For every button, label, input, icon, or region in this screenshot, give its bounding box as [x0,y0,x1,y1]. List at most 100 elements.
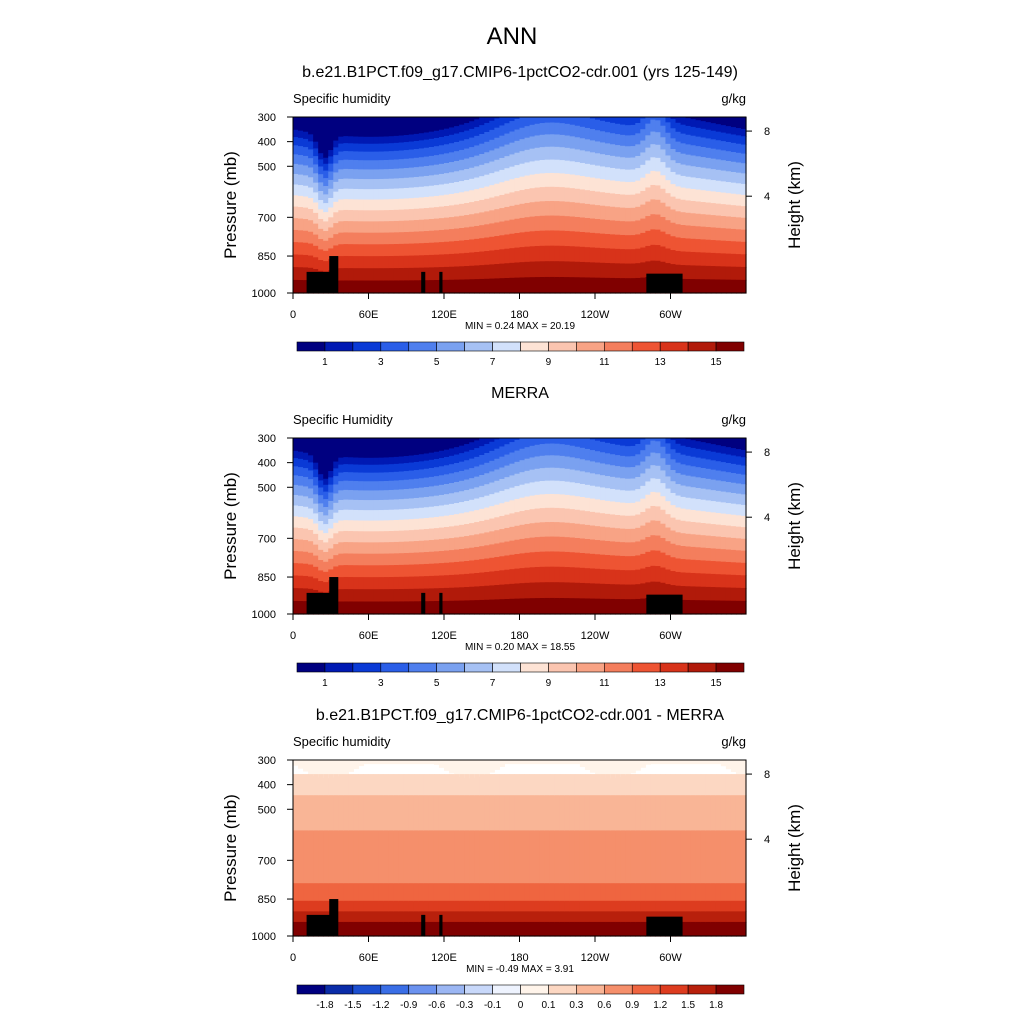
contour-cell [695,239,702,253]
contour-cell [554,480,561,495]
contour-cell [403,830,410,884]
contour-cell [524,438,531,448]
contour-cell [489,150,495,163]
contour-cell [464,883,470,902]
contour-cell [665,117,672,123]
contour-cell [534,123,541,137]
contour-cell [433,528,440,541]
contour-cell [690,466,697,478]
contour-cell [539,911,546,923]
contour-cell [529,552,536,568]
contour-cell [735,241,742,255]
contour-cell [625,599,631,615]
contour-cell [484,532,490,546]
contour-cell [489,185,495,199]
contour-cell [615,248,621,264]
colorbar-swatch [296,341,326,352]
contour-cell [615,502,621,516]
contour-cell [363,542,370,555]
contour-cell [670,250,677,265]
contour-cell [615,774,621,796]
contour-cell [449,464,455,474]
contour-cell [720,446,727,455]
contour-cell [710,215,717,229]
contour-cell [323,478,329,486]
contour-cell [494,196,500,210]
contour-cell [650,520,656,536]
contour-cell [655,830,662,884]
contour-cell [509,911,516,923]
contour-cell [298,267,304,281]
contour-cell [675,484,682,497]
contour-cell [313,774,319,796]
contour-cell [408,774,415,796]
contour-cell [610,133,616,145]
contour-cell [323,491,329,500]
contour-cell [640,539,646,555]
contour-cell [720,471,727,482]
contour-cell [444,254,450,268]
contour-cell [735,464,742,475]
contour-cell [650,440,656,454]
contour-cell [600,142,606,155]
contour-cell [428,254,435,268]
contour-cell [388,553,395,566]
contour-cell [363,438,370,459]
contour-cell [469,921,475,937]
contour-cell [353,911,360,923]
contour-cell [474,534,480,548]
contour-cell [715,266,722,281]
contour-cell [363,589,370,603]
contour-cell [720,160,727,172]
contour-cell [670,470,677,482]
contour-cell [464,512,470,525]
contour-cell [323,117,329,159]
contour-cell [610,454,616,466]
contour-cell [720,525,727,538]
contour-cell [720,253,727,267]
contour-cell [740,128,747,137]
contour-cell [358,542,365,555]
contour-cell [600,117,606,122]
contour-cell [454,160,460,172]
contour-cell [328,217,334,229]
contour-cell [444,266,450,281]
contour-cell [559,481,566,496]
contour-cell [303,563,309,577]
contour-cell [529,921,536,937]
contour-cell [700,121,707,130]
contour-cell [620,478,626,491]
contour-cell [303,185,309,198]
contour-cell [494,278,500,294]
contour-cell [338,490,344,501]
contour-cell [353,280,360,294]
contour-cell [615,830,621,884]
contour-cell [660,552,667,569]
y-tick-label: 850 [258,572,276,584]
contour-cell [600,179,606,193]
contour-cell [595,153,601,167]
contour-cell [363,500,370,511]
contour-cell [438,900,445,912]
contour-cell [549,467,556,482]
contour-cell [293,154,299,165]
contour-cell [423,453,430,462]
contour-cell [675,571,682,587]
contour-cell [640,461,646,475]
colorbar-swatch [352,341,382,352]
contour-cell [413,552,420,565]
contour-cell [710,130,717,140]
contour-cell [454,883,460,902]
contour-cell [700,478,707,490]
contour-cell [670,138,677,150]
y-tick-label: 850 [258,251,276,263]
contour-cell [695,279,702,294]
contour-cell [554,921,561,937]
contour-cell [298,451,304,460]
contour-cell [595,598,601,615]
contour-cell [625,795,631,831]
contour-cell [408,117,415,136]
contour-cell [539,201,546,217]
contour-cell [494,439,500,450]
y-tick-label: 400 [258,137,276,149]
